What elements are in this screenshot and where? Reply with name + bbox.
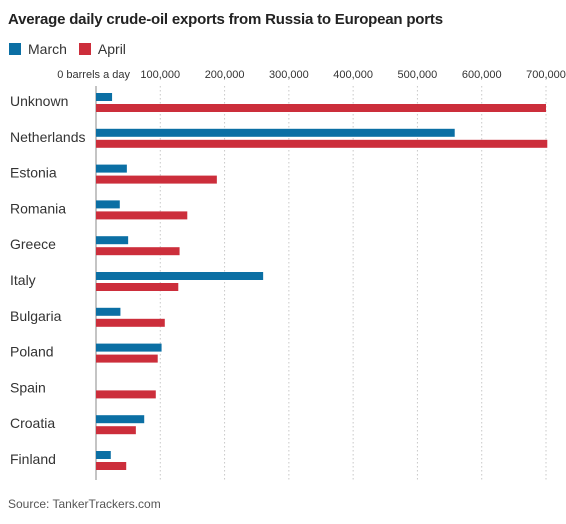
legend-swatch-april: [78, 43, 91, 55]
bar-march: [96, 128, 455, 137]
legend-label-april: April: [97, 41, 126, 57]
bar-april: [96, 104, 546, 112]
x-tick-label: 700,000: [526, 69, 566, 81]
source-note: Source: TankerTrackers.com: [8, 497, 161, 511]
bar-march: [96, 272, 264, 280]
bar-april: [96, 390, 156, 399]
bar-april: [96, 247, 180, 256]
bar-april: [96, 283, 179, 291]
bar-april: [96, 426, 136, 435]
category-label: Greece: [10, 236, 56, 252]
bar-march: [96, 415, 145, 424]
x-tick-label: 300,000: [269, 69, 309, 81]
chart-title: Average daily crude-oil exports from Rus…: [8, 11, 443, 28]
category-label: Croatia: [10, 415, 55, 431]
x-tick-label: 100,000: [140, 69, 180, 81]
bar-march: [96, 164, 127, 173]
bar-march: [96, 343, 162, 352]
category-label: Estonia: [10, 165, 57, 181]
legend: March April: [9, 41, 138, 57]
category-label: Poland: [10, 344, 54, 360]
legend-swatch-march: [9, 43, 21, 55]
category-label: Italy: [10, 272, 36, 288]
category-label: Romania: [10, 200, 66, 216]
bar-march: [96, 307, 121, 316]
bar-march: [96, 236, 129, 245]
category-label: Finland: [10, 451, 56, 467]
legend-item-march: March: [9, 41, 67, 57]
x-tick-label: 500,000: [398, 69, 438, 81]
bar-april: [96, 211, 188, 220]
bar-april: [96, 175, 217, 184]
category-label: Bulgaria: [10, 308, 62, 324]
legend-label-march: March: [28, 41, 67, 57]
bar-march: [96, 200, 120, 209]
bar-march: [96, 451, 111, 459]
bar-april: [96, 139, 548, 148]
legend-item-april: April: [78, 41, 126, 57]
x-tick-label: 400,000: [333, 69, 373, 81]
bar-april: [96, 318, 165, 327]
category-label: Spain: [10, 379, 46, 395]
bar-april: [96, 354, 158, 363]
x-tick-label: 600,000: [462, 69, 502, 81]
category-label: Unknown: [10, 93, 68, 109]
category-label: Netherlands: [10, 129, 86, 145]
x-tick-label: 0 barrels a day: [57, 69, 130, 81]
x-tick-label: 200,000: [205, 69, 245, 81]
bar-april: [96, 462, 127, 470]
bar-march: [96, 93, 113, 101]
